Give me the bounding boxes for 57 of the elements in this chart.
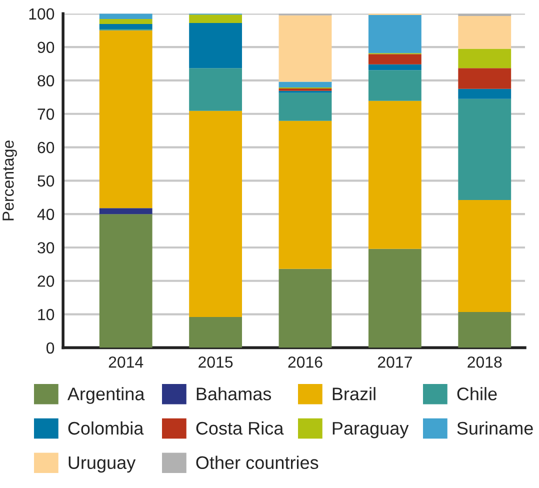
bar bbox=[458, 88, 512, 99]
y-tick-label: 50 bbox=[38, 175, 54, 187]
y-tick-label: 100 bbox=[29, 8, 54, 20]
bar bbox=[458, 68, 512, 89]
legend-label: Brazil bbox=[332, 387, 376, 400]
y-tick-label: 30 bbox=[38, 242, 54, 254]
bar bbox=[368, 100, 422, 249]
legend-label: Uruguay bbox=[68, 456, 136, 473]
x-tick-label: 2016 bbox=[288, 356, 322, 368]
bar bbox=[458, 200, 512, 312]
y-axis-title: Percentage bbox=[2, 140, 17, 220]
bar bbox=[458, 48, 512, 68]
bar bbox=[278, 88, 332, 91]
x-tick-label: 2018 bbox=[468, 356, 502, 368]
legend-label: Suriname bbox=[457, 421, 533, 435]
y-tick-label: 80 bbox=[38, 75, 54, 86]
bar bbox=[368, 54, 422, 64]
legend-label: Costa Rica bbox=[196, 421, 284, 435]
bar bbox=[278, 82, 332, 88]
bar bbox=[99, 214, 152, 348]
bar bbox=[368, 248, 422, 348]
bar bbox=[99, 208, 152, 214]
bar bbox=[458, 16, 512, 49]
legend-label: Argentina bbox=[67, 387, 145, 404]
bar bbox=[99, 14, 152, 20]
bar bbox=[458, 312, 512, 348]
x-tick-label: 2014 bbox=[108, 356, 144, 368]
bar bbox=[368, 64, 422, 70]
legend-label: Paraguay bbox=[332, 422, 409, 438]
y-tick-label: 70 bbox=[38, 108, 54, 120]
legend-label: Other countries bbox=[196, 456, 318, 470]
legend-label: Bahamas bbox=[196, 387, 272, 400]
bar bbox=[368, 70, 422, 101]
bar bbox=[278, 92, 332, 121]
bar bbox=[99, 24, 152, 30]
bar bbox=[189, 68, 242, 111]
x-tick-label: 2015 bbox=[198, 356, 233, 368]
y-tick-label: 20 bbox=[38, 276, 54, 287]
y-tick-label: 0 bbox=[46, 342, 54, 354]
y-tick-label: 40 bbox=[37, 208, 54, 220]
bar bbox=[368, 15, 422, 54]
bar bbox=[278, 15, 332, 82]
x-tick-label: 2017 bbox=[378, 356, 412, 368]
bar bbox=[99, 19, 152, 24]
bar bbox=[189, 316, 242, 348]
bar bbox=[189, 23, 242, 68]
y-tick-label: 60 bbox=[38, 142, 54, 154]
legend-label: Colombia bbox=[68, 421, 144, 435]
bar bbox=[99, 30, 152, 208]
y-tick-label: 10 bbox=[38, 308, 54, 320]
y-tick-label: 90 bbox=[38, 42, 54, 54]
bar bbox=[189, 110, 242, 317]
bar bbox=[278, 120, 332, 269]
bar bbox=[189, 14, 242, 24]
bar bbox=[278, 268, 332, 348]
legend-label: Chile bbox=[457, 387, 497, 400]
bar bbox=[458, 98, 512, 200]
